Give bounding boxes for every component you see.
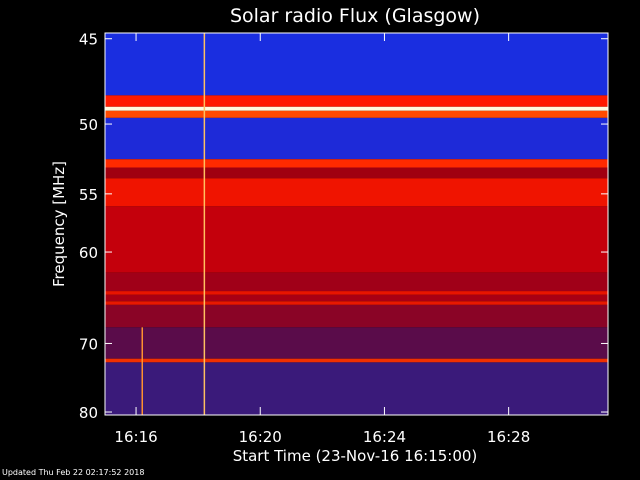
y-tick-label: 80 bbox=[79, 404, 98, 422]
x-tick-label: 16:16 bbox=[114, 428, 157, 446]
frequency-band bbox=[105, 178, 608, 207]
frequency-band bbox=[105, 301, 608, 305]
y-tick-label: 55 bbox=[79, 186, 98, 204]
chart-title: Solar radio Flux (Glasgow) bbox=[230, 5, 480, 27]
frequency-band bbox=[105, 272, 608, 292]
x-tick-label: 16:24 bbox=[363, 428, 406, 446]
frequency-band bbox=[105, 206, 608, 273]
frequency-band bbox=[105, 291, 608, 295]
frequency-band bbox=[105, 33, 608, 96]
y-axis-label: Frequency [MHz] bbox=[50, 161, 68, 287]
y-axis: 45 50 55 60 70 80 bbox=[79, 31, 608, 422]
frequency-band bbox=[105, 106, 608, 111]
y-tick-label: 70 bbox=[79, 335, 98, 353]
frequency-band bbox=[105, 294, 608, 302]
frequency-band bbox=[105, 110, 608, 118]
spectrogram-plot-area bbox=[105, 33, 608, 415]
frequency-band bbox=[105, 362, 608, 415]
x-axis-label: Start Time (23-Nov-16 16:15:00) bbox=[233, 447, 478, 465]
frequency-band bbox=[105, 304, 608, 328]
x-tick-label: 16:28 bbox=[487, 428, 530, 446]
frequency-band bbox=[105, 167, 608, 179]
frequency-band bbox=[105, 95, 608, 107]
frequency-band bbox=[105, 327, 608, 359]
x-axis: 16:16 16:20 16:24 16:28 bbox=[114, 33, 530, 446]
x-tick-label: 16:20 bbox=[239, 428, 282, 446]
y-tick-label: 45 bbox=[79, 31, 98, 49]
frequency-band bbox=[105, 117, 608, 160]
y-tick-label: 50 bbox=[79, 116, 98, 134]
frequency-band bbox=[105, 159, 608, 168]
plot-frame bbox=[104, 32, 609, 416]
frequency-band bbox=[105, 358, 608, 363]
y-tick-label: 60 bbox=[79, 244, 98, 262]
updated-timestamp: Updated Thu Feb 22 02:17:52 2018 bbox=[2, 468, 145, 477]
